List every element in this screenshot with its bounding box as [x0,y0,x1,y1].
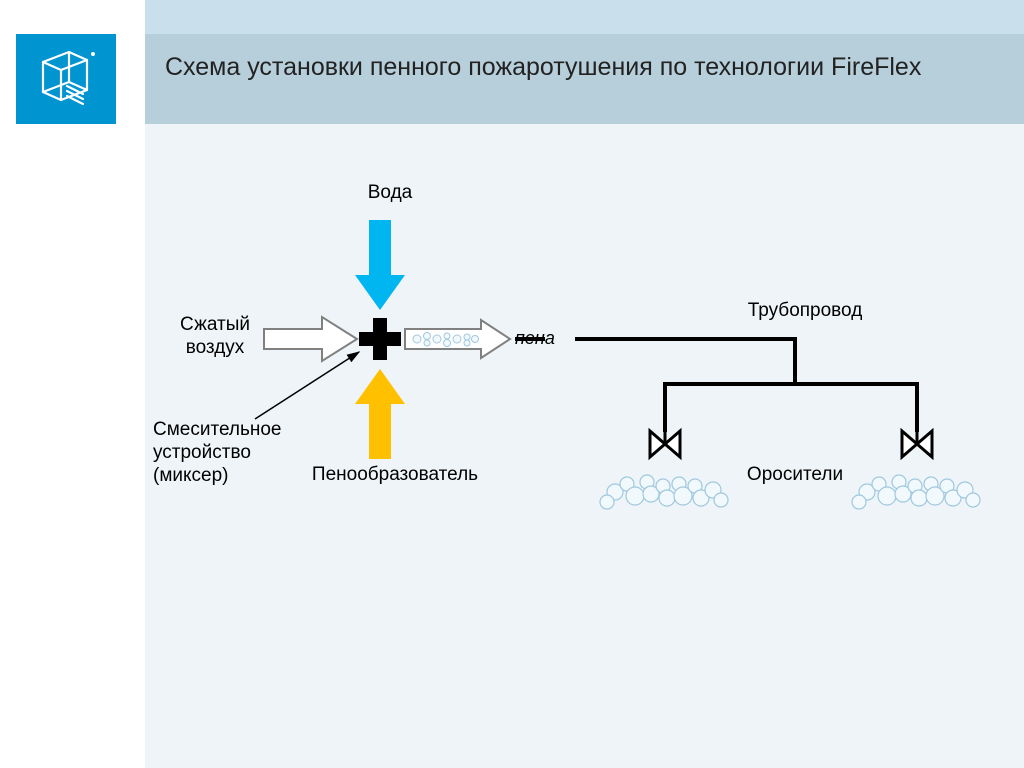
title-bar: Схема установки пенного пожаротушения по… [145,34,1024,124]
slide: Схема установки пенного пожаротушения по… [0,0,1024,768]
logo-icon [31,44,101,114]
logo [16,34,116,124]
slide-title: Схема установки пенного пожаротушения по… [165,53,921,81]
pipeline-icon [145,124,1024,768]
diagram: Вода Сжатый воздух Смесительное устройст… [145,124,1024,768]
top-strip [0,0,1024,34]
